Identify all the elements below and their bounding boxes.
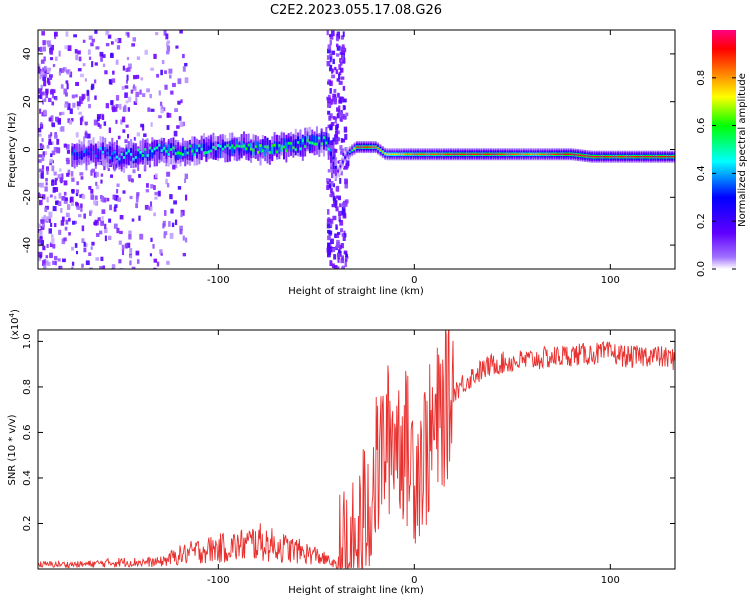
snr-ytick-label: 0.8 bbox=[22, 379, 33, 395]
colorbar: 0.0 0.2 0.4 0.6 0.8 Normalized spectral ampl… bbox=[696, 30, 748, 277]
spectrogram-ytick-label: 20 bbox=[22, 95, 33, 108]
snr-ticks: -100 0 100 0.2 0.4 0.6 0.8 1.0 bbox=[22, 330, 675, 586]
snr-ylabel: SNR (10 * v/v) bbox=[7, 414, 18, 485]
colorbar-label: Normalized spectral amplitude bbox=[737, 73, 748, 227]
snr-line-layer bbox=[38, 330, 675, 569]
snr-frame bbox=[37, 329, 676, 570]
snr-ytick-label: 1.0 bbox=[22, 333, 33, 349]
spectrogram-xtick-label: 0 bbox=[411, 275, 417, 286]
spectrogram-ylabel: Frequency (Hz) bbox=[7, 112, 18, 188]
snr-scale-label: (x104) bbox=[8, 309, 21, 340]
spectrogram-xtick-label: 100 bbox=[601, 275, 620, 286]
colorbar-tick-label: 0.2 bbox=[696, 213, 707, 229]
spectrogram-ytick-label: -40 bbox=[22, 237, 33, 253]
colorbar-gradient bbox=[712, 30, 736, 269]
spectrogram-ticks: -100 0 100 -40 -20 0 20 40 bbox=[22, 30, 675, 286]
snr-xtick-label: 0 bbox=[411, 575, 417, 586]
colorbar-tick-label: 0.4 bbox=[696, 165, 707, 181]
snr-ytick-label: 0.6 bbox=[22, 424, 33, 440]
heatmap-layer bbox=[38, 30, 675, 269]
snr-xtick-label: 100 bbox=[601, 575, 620, 586]
snr-ytick-label: 0.2 bbox=[22, 516, 33, 532]
spectrogram-xlabel: Height of straight line (km) bbox=[288, 286, 424, 297]
colorbar-tick-label: 0.6 bbox=[696, 118, 707, 134]
colorbar-ticks: 0.0 0.2 0.4 0.6 0.8 bbox=[696, 70, 736, 277]
spectrogram-xtick-label: -100 bbox=[207, 275, 230, 286]
spectrogram-ytick-label: 0 bbox=[22, 146, 33, 152]
spectrogram-panel: -100 0 100 -40 -20 0 20 40 Height of straight l… bbox=[7, 29, 676, 297]
colorbar-tick-label: 0.8 bbox=[696, 70, 707, 86]
spectrogram-ytick-label: 40 bbox=[22, 48, 33, 61]
colorbar-tick-label: 0.0 bbox=[696, 261, 707, 277]
snr-series-line bbox=[38, 330, 675, 569]
snr-xtick-label: -100 bbox=[207, 575, 230, 586]
snr-ytick-label: 0.4 bbox=[22, 470, 33, 486]
snr-panel: -100 0 100 0.2 0.4 0.6 0.8 1.0 Height of straig… bbox=[7, 309, 676, 596]
snr-xlabel: Height of straight line (km) bbox=[288, 585, 424, 596]
spectrogram-ytick-label: -20 bbox=[22, 189, 33, 205]
chart-title: C2E2.2023.055.17.08.G26 bbox=[270, 3, 442, 18]
